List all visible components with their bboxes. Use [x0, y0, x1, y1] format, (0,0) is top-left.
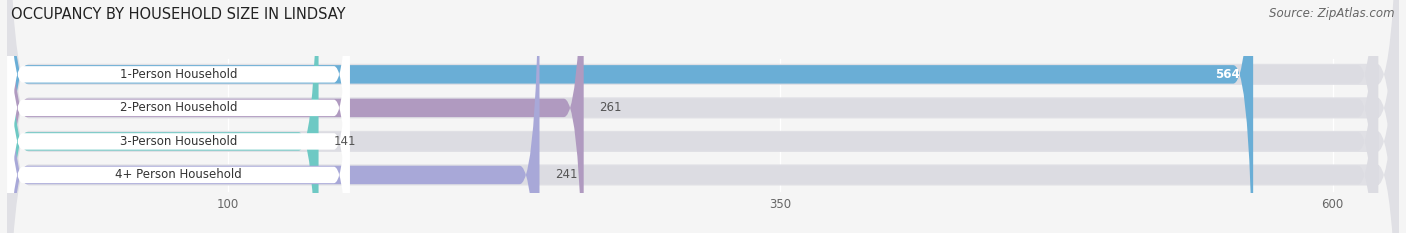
FancyBboxPatch shape	[7, 0, 1399, 233]
FancyBboxPatch shape	[7, 0, 1253, 233]
FancyBboxPatch shape	[7, 0, 1399, 233]
FancyBboxPatch shape	[7, 0, 1378, 233]
FancyBboxPatch shape	[7, 0, 319, 233]
Text: 4+ Person Household: 4+ Person Household	[115, 168, 242, 182]
FancyBboxPatch shape	[7, 0, 350, 233]
FancyBboxPatch shape	[7, 0, 350, 233]
Text: Source: ZipAtlas.com: Source: ZipAtlas.com	[1270, 7, 1395, 20]
Text: 1-Person Household: 1-Person Household	[120, 68, 238, 81]
FancyBboxPatch shape	[7, 0, 1378, 233]
FancyBboxPatch shape	[7, 0, 1399, 233]
Text: 141: 141	[335, 135, 357, 148]
FancyBboxPatch shape	[7, 0, 583, 233]
Text: 261: 261	[599, 101, 621, 114]
Text: 2-Person Household: 2-Person Household	[120, 101, 238, 114]
FancyBboxPatch shape	[7, 0, 1378, 233]
FancyBboxPatch shape	[7, 0, 1399, 233]
Text: 3-Person Household: 3-Person Household	[120, 135, 238, 148]
FancyBboxPatch shape	[7, 0, 540, 233]
FancyBboxPatch shape	[7, 0, 350, 233]
FancyBboxPatch shape	[7, 0, 350, 233]
FancyBboxPatch shape	[7, 0, 1378, 233]
Text: 564: 564	[1215, 68, 1240, 81]
Text: 241: 241	[555, 168, 578, 182]
Text: OCCUPANCY BY HOUSEHOLD SIZE IN LINDSAY: OCCUPANCY BY HOUSEHOLD SIZE IN LINDSAY	[11, 7, 346, 22]
